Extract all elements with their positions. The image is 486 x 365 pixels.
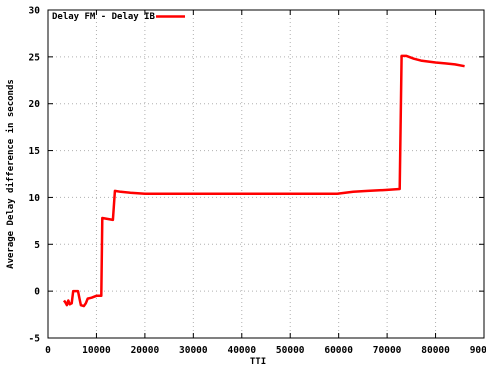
x-tick-label: 80000 [421, 345, 450, 356]
y-tick-label: 0 [34, 287, 40, 298]
x-tick-label: 20000 [131, 345, 160, 356]
x-tick-label: 90000 [470, 345, 486, 356]
x-tick-label: 70000 [373, 345, 402, 356]
grid-lines [48, 10, 484, 338]
y-tick-label: 5 [34, 240, 40, 251]
y-axis-title: Average Delay difference in seconds [5, 79, 16, 269]
y-tick-labels: -5 0 5 10 15 20 25 30 [29, 6, 41, 345]
legend-label: Delay FM - Delay IB [52, 12, 156, 22]
plot-frame [47, 9, 485, 339]
y-tick-label: 15 [29, 146, 41, 157]
x-tick-label: 40000 [227, 345, 256, 356]
x-tick-label: 60000 [324, 345, 353, 356]
x-axis-title: TTI [250, 357, 266, 365]
y-tick-label: 10 [29, 193, 41, 204]
series-line [62, 54, 465, 308]
x-tick-labels: 0 10000 20000 30000 40000 50000 60000 70000 8000… [45, 345, 486, 356]
x-tick-label: 50000 [276, 345, 305, 356]
series-layer [62, 54, 465, 308]
x-tick-label: 0 [45, 345, 51, 356]
y-tick-label: 20 [29, 99, 41, 110]
x-tick-label: 10000 [82, 345, 111, 356]
y-tick-label: 25 [29, 52, 41, 63]
y-tick-label: -5 [29, 334, 41, 345]
legend: Delay FM - Delay IB [52, 12, 185, 22]
x-tick-label: 30000 [179, 345, 208, 356]
y-tick-label: 30 [29, 6, 41, 17]
